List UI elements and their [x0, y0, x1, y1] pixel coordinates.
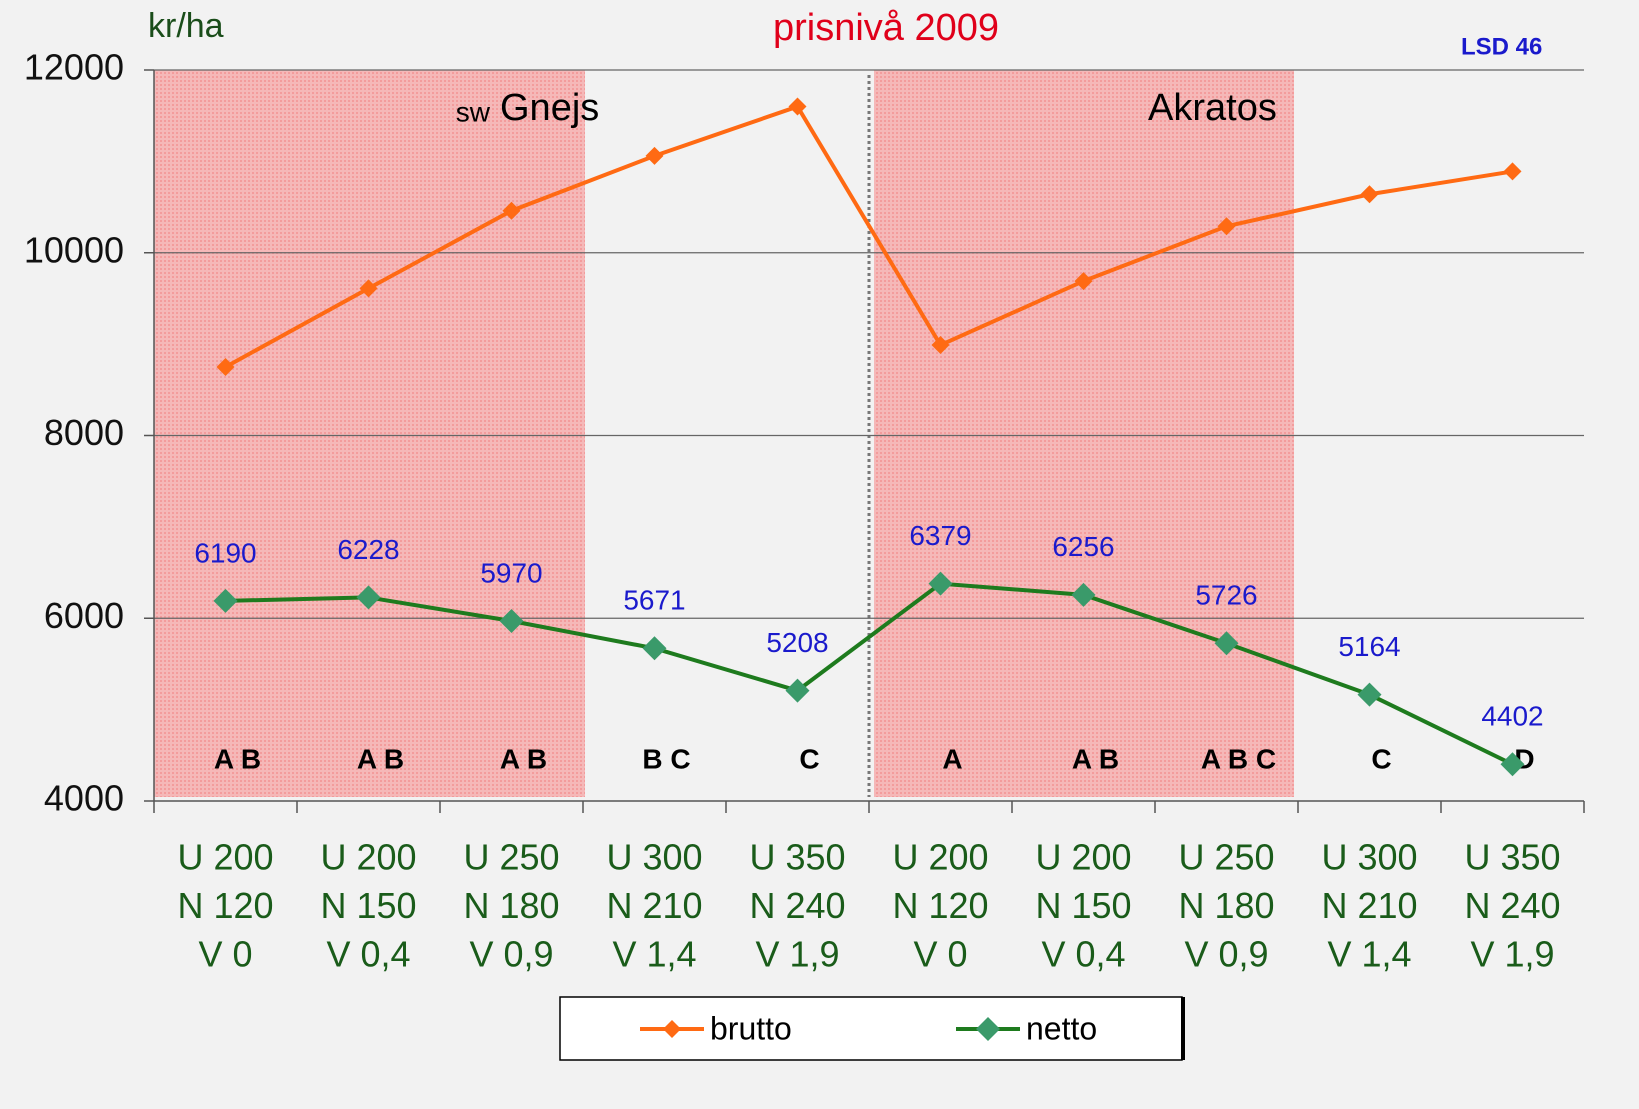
- x-tick-label: V 1,4: [1327, 934, 1411, 975]
- marker: [1074, 272, 1093, 291]
- marker: [928, 571, 953, 596]
- marker: [1214, 631, 1239, 656]
- annotation: Akratos: [1148, 87, 1277, 129]
- y-axis-label: kr/ha: [148, 7, 224, 45]
- x-tick-label: N 150: [1035, 885, 1131, 926]
- x-tick-label: U 250: [463, 837, 559, 878]
- marker: [788, 97, 807, 116]
- x-tick-label: V 0,4: [1041, 934, 1125, 975]
- x-tick-label: V 1,4: [612, 934, 696, 975]
- group-letter: C: [1371, 743, 1391, 774]
- marker: [216, 357, 235, 376]
- marker: [356, 585, 381, 610]
- marker: [502, 201, 521, 220]
- annotation: sw: [456, 96, 491, 127]
- marker: [931, 336, 950, 355]
- data-label: 5970: [480, 557, 542, 588]
- data-label: 4402: [1481, 701, 1543, 732]
- x-tick-label: U 300: [1321, 837, 1417, 878]
- x-tick-label: U 250: [1178, 837, 1274, 878]
- group-letter: A: [942, 743, 962, 774]
- data-label: 5208: [766, 627, 828, 658]
- legend-label: brutto: [710, 1010, 792, 1046]
- x-tick-label: N 120: [177, 885, 273, 926]
- marker: [1071, 582, 1096, 607]
- annotation: Gnejs: [500, 87, 599, 129]
- marker: [642, 636, 667, 661]
- y-tick-label: 8000: [44, 412, 124, 453]
- group-letter: C: [799, 743, 819, 774]
- data-label: 6379: [909, 520, 971, 551]
- shaded-region: [874, 70, 1294, 797]
- x-tick-label: V 0: [913, 934, 967, 975]
- data-label: 6256: [1052, 531, 1114, 562]
- line-series: [225, 581, 1514, 767]
- x-tick-label: U 350: [749, 837, 845, 878]
- x-tick-label: U 200: [177, 837, 273, 878]
- group-letter: A B: [1072, 743, 1119, 774]
- marker: [499, 608, 524, 633]
- data-label: 5671: [623, 585, 685, 616]
- data-label: 6190: [194, 537, 256, 568]
- marker: [1217, 217, 1236, 236]
- x-tick-label: N 180: [463, 885, 559, 926]
- y-tick-label: 4000: [44, 778, 124, 819]
- x-tick-label: V 0,4: [326, 934, 410, 975]
- x-tick-label: U 300: [606, 837, 702, 878]
- x-tick-label: V 1,9: [1470, 934, 1554, 975]
- y-tick-label: 12000: [24, 47, 124, 88]
- marker: [1360, 185, 1379, 204]
- group-letter: A B: [500, 743, 547, 774]
- x-tick-label: U 350: [1464, 837, 1560, 878]
- x-tick-label: U 200: [1035, 837, 1131, 878]
- group-letter: A B: [214, 743, 261, 774]
- x-tick-label: N 210: [606, 885, 702, 926]
- x-tick-label: V 0: [198, 934, 252, 975]
- marker: [213, 588, 238, 613]
- data-label: 6228: [337, 534, 399, 565]
- x-tick-label: N 120: [892, 885, 988, 926]
- data-label: 5164: [1338, 631, 1400, 662]
- x-tick-label: V 0,9: [469, 934, 553, 975]
- x-tick-label: N 240: [749, 885, 845, 926]
- marker: [785, 678, 810, 703]
- group-letter: B C: [642, 743, 690, 774]
- x-tick-label: V 0,9: [1184, 934, 1268, 975]
- group-letter: A B: [357, 743, 404, 774]
- marker: [1500, 752, 1525, 777]
- x-tick-label: U 200: [320, 837, 416, 878]
- line-series: [224, 104, 1513, 369]
- chart-title: prisnivå 2009: [773, 7, 999, 49]
- x-tick-label: N 210: [1321, 885, 1417, 926]
- data-label: 5726: [1195, 580, 1257, 611]
- group-letter: A B C: [1201, 743, 1276, 774]
- marker: [1503, 162, 1522, 181]
- marker: [645, 146, 664, 165]
- marker: [1357, 682, 1382, 707]
- legend-label: netto: [1026, 1010, 1097, 1046]
- annotation: LSD 46: [1461, 33, 1542, 60]
- x-tick-label: V 1,9: [755, 934, 839, 975]
- legend-marker: [976, 1017, 1000, 1041]
- x-tick-label: N 150: [320, 885, 416, 926]
- x-tick-label: N 180: [1178, 885, 1274, 926]
- legend-marker: [663, 1020, 681, 1038]
- x-tick-label: U 200: [892, 837, 988, 878]
- y-tick-label: 10000: [24, 229, 124, 270]
- shaded-region: [154, 70, 585, 797]
- marker: [359, 279, 378, 298]
- x-tick-label: N 240: [1464, 885, 1560, 926]
- y-tick-label: 6000: [44, 595, 124, 636]
